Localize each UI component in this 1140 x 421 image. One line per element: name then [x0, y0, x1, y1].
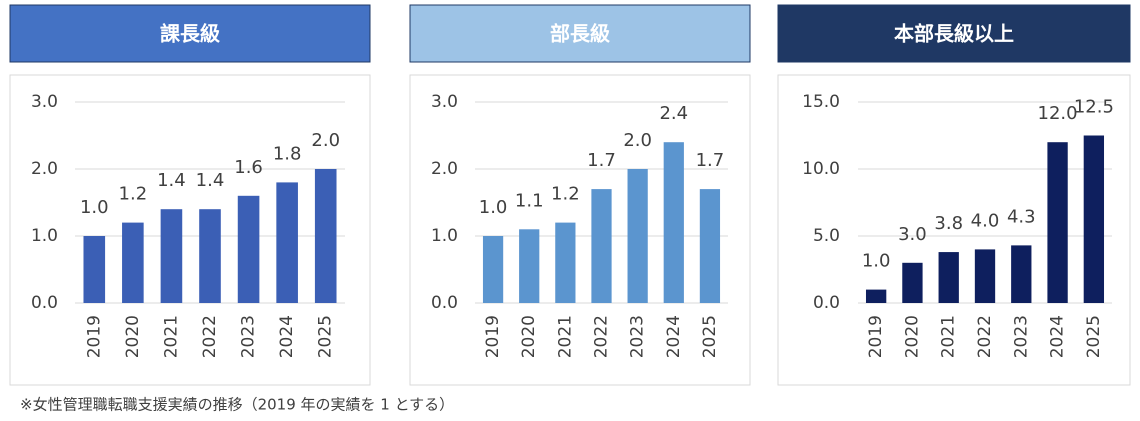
bar — [482, 236, 504, 303]
bar — [160, 209, 183, 303]
bar — [1083, 135, 1105, 303]
x-tick-label: 2022 — [592, 315, 612, 358]
value-label: 1.4 — [157, 170, 186, 191]
y-tick-label: 2.0 — [431, 159, 458, 179]
value-label: 1.0 — [80, 197, 109, 218]
value-label: 1.0 — [479, 197, 508, 218]
bar — [699, 189, 721, 303]
value-label: 1.1 — [515, 190, 544, 211]
value-label: 1.0 — [862, 251, 891, 272]
x-tick-label: 2025 — [1084, 315, 1104, 358]
x-tick-label: 2020 — [519, 315, 539, 358]
value-label: 3.0 — [898, 224, 927, 245]
bar — [83, 236, 106, 303]
bar — [902, 262, 923, 303]
header-banner — [9, 4, 371, 63]
chart-box — [777, 74, 1131, 386]
x-tick-label: 2019 — [84, 315, 104, 358]
y-tick-label: 1.0 — [431, 226, 458, 246]
x-tick-label: 2024 — [1048, 315, 1068, 358]
y-tick-label: 5.0 — [813, 226, 840, 246]
y-tick-label: 10.0 — [802, 159, 840, 179]
bar — [1011, 245, 1032, 303]
x-tick-label: 2021 — [161, 315, 181, 358]
y-tick-label: 0.0 — [813, 293, 840, 313]
x-tick-label: 2022 — [975, 315, 995, 358]
bar — [555, 222, 576, 303]
x-tick-label: 2025 — [700, 315, 720, 358]
value-label: 3.8 — [934, 213, 963, 234]
bar — [974, 249, 996, 303]
chart-box — [409, 74, 751, 386]
bar — [199, 209, 221, 303]
value-label: 4.3 — [1007, 206, 1036, 227]
bar — [1047, 142, 1068, 303]
x-tick-label: 2019 — [483, 315, 503, 358]
bar — [276, 182, 298, 303]
x-tick-label: 2022 — [200, 315, 220, 358]
value-label: 4.0 — [971, 210, 1000, 231]
bar — [122, 222, 144, 303]
header-banner — [777, 4, 1131, 63]
value-label: 12.0 — [1038, 103, 1078, 124]
bar — [591, 189, 612, 303]
bar — [237, 195, 260, 303]
value-label: 1.2 — [551, 184, 580, 205]
bar — [627, 169, 648, 303]
x-tick-label: 2020 — [123, 315, 143, 358]
footnote: ※女性管理職転職支援実績の推移（2019 年の実績を 1 とする） — [20, 396, 454, 414]
y-tick-label: 2.0 — [31, 159, 58, 179]
value-label: 1.7 — [696, 150, 725, 171]
x-tick-label: 2020 — [902, 315, 922, 358]
value-label: 2.0 — [311, 130, 340, 151]
x-tick-label: 2024 — [277, 315, 297, 358]
x-tick-label: 2024 — [664, 315, 684, 358]
bar — [865, 289, 887, 303]
header-banner — [409, 4, 751, 63]
x-tick-label: 2023 — [628, 315, 648, 358]
y-tick-label: 1.0 — [31, 226, 58, 246]
x-tick-label: 2019 — [866, 315, 886, 358]
chart-title: 本部長級以上 — [894, 22, 1014, 46]
value-label: 1.2 — [119, 184, 148, 205]
value-label: 1.7 — [587, 150, 616, 171]
chart-title: 部長級 — [550, 22, 610, 46]
value-label: 2.0 — [623, 130, 652, 151]
x-tick-label: 2023 — [1011, 315, 1031, 358]
bar — [663, 142, 684, 303]
y-tick-label: 0.0 — [431, 293, 458, 313]
y-tick-label: 0.0 — [31, 293, 58, 313]
x-tick-label: 2021 — [555, 315, 575, 358]
bar — [519, 229, 540, 303]
y-tick-label: 15.0 — [802, 92, 840, 112]
y-tick-label: 3.0 — [31, 92, 58, 112]
x-tick-label: 2021 — [939, 315, 959, 358]
x-tick-label: 2023 — [239, 315, 259, 358]
bar — [314, 169, 337, 303]
value-label: 12.5 — [1074, 97, 1114, 118]
x-tick-label: 2025 — [316, 315, 336, 358]
chart-title: 課長級 — [160, 22, 220, 46]
value-label: 1.6 — [234, 157, 263, 178]
bar — [938, 252, 959, 303]
value-label: 1.8 — [273, 143, 302, 164]
y-tick-label: 3.0 — [431, 92, 458, 112]
chart-box — [9, 74, 371, 386]
value-label: 2.4 — [659, 103, 688, 124]
value-label: 1.4 — [196, 170, 225, 191]
